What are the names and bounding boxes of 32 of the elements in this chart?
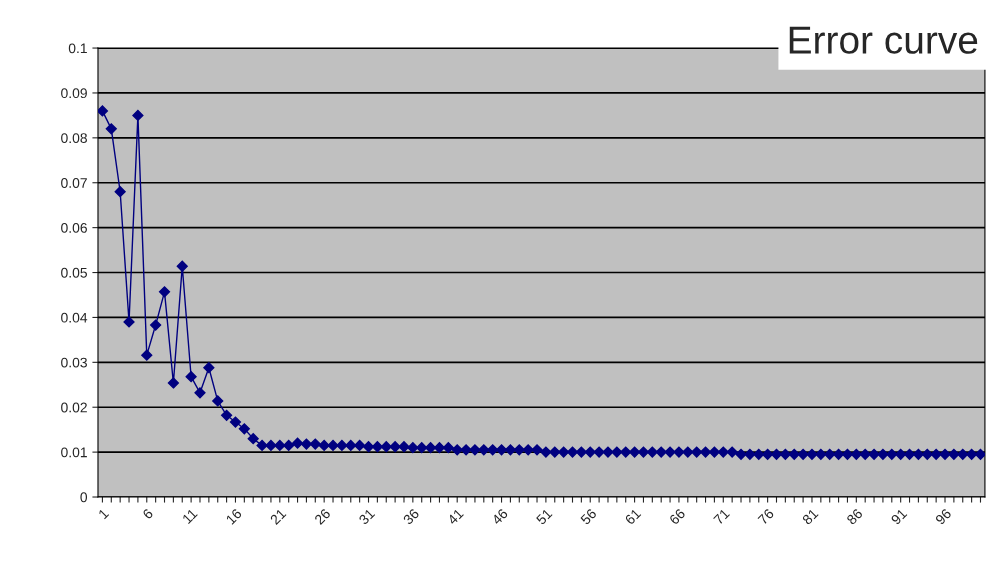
y-tick-label: 0 [80,492,88,503]
x-tick-label: 26 [313,508,331,526]
y-tick-label: 0.07 [61,178,87,188]
x-tick-label: 96 [934,508,952,526]
x-tick-label: 21 [269,508,287,525]
x-tick-label: 41 [446,508,464,526]
y-tick-label: 0.06 [61,222,87,233]
y-tick-label: 0.09 [61,88,87,99]
y-tick-label: 0.02 [61,402,87,413]
x-tick-label: 36 [402,508,420,526]
x-tick-label: 86 [846,508,864,526]
x-tick-label: 11 [182,508,198,524]
x-tick-label: 31 [358,508,376,526]
x-tick-label: 71 [713,508,730,525]
x-tick-label: 16 [225,508,243,525]
x-tick-label: 51 [535,508,553,526]
y-tick-label: 0.03 [61,357,87,368]
y-tick-label: 0.08 [61,133,87,144]
y-tick-label: 0.04 [61,312,88,323]
x-tick-label: 66 [668,508,686,526]
x-tick-label: 6 [142,508,154,520]
x-tick-label: 61 [624,508,642,526]
y-tick-label: 0.1 [68,43,87,54]
chart-title: Error curve [789,26,978,54]
x-tick-label: 76 [757,508,775,526]
x-tick-label: 56 [579,508,598,526]
x-tick-label: 46 [491,508,509,526]
x-tick-label: 1 [98,508,110,520]
y-tick-label: 0.01 [61,447,87,458]
y-tick-label: 0.05 [61,267,87,278]
x-tick-label: 81 [801,508,819,526]
x-tick-label: 91 [890,508,908,526]
